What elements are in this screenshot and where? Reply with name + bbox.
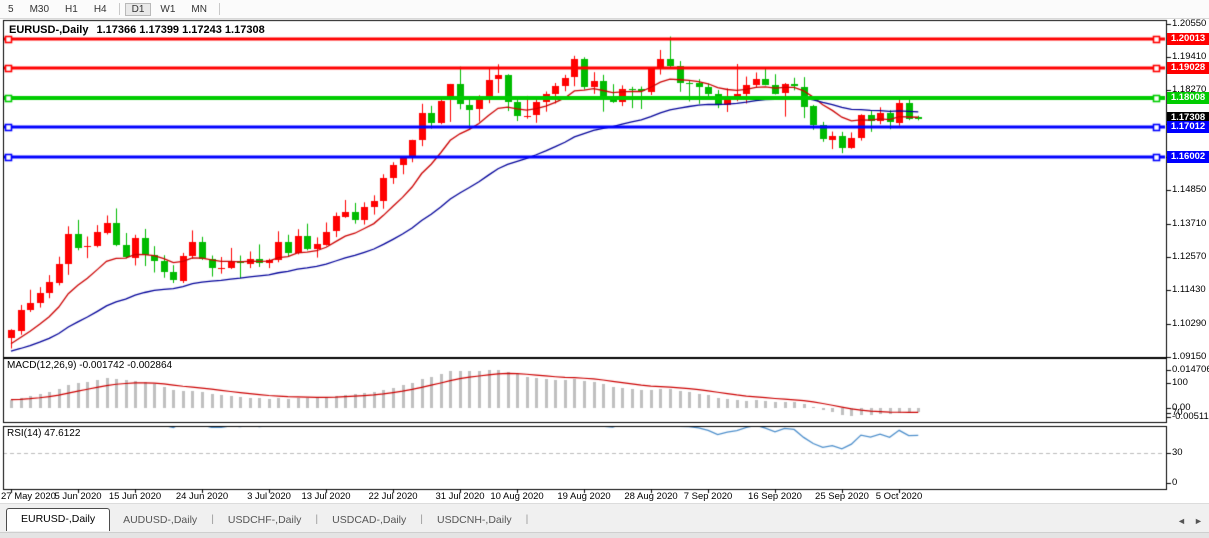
price-tick-label: 1.14850	[1172, 184, 1207, 195]
date-label: 19 Aug 2020	[557, 491, 611, 502]
timeframe-button-mn[interactable]: MN	[191, 3, 207, 15]
tab-scroll-right-icon[interactable]: ►	[1194, 516, 1203, 526]
price-tick-label: 1.18270	[1172, 84, 1207, 95]
timeframe-button-d1[interactable]: D1	[124, 2, 152, 16]
chart-tab-usdchf[interactable]: USDCHF-,Daily	[227, 514, 302, 526]
price-level-badge: 1.19028	[1167, 62, 1209, 74]
timeframe-button-w1[interactable]: W1	[160, 3, 176, 15]
tab-scroll-left-icon[interactable]: ◄	[1177, 516, 1186, 526]
date-label: 13 Jul 2020	[301, 491, 351, 502]
date-label: 16 Sep 2020	[748, 491, 802, 502]
status-strip	[0, 532, 1209, 538]
price-tick-label: 1.13710	[1172, 218, 1207, 229]
rsi-tick-label: 30	[1172, 447, 1183, 458]
tab-separator: |	[420, 513, 423, 525]
timeframe-button-h4[interactable]: H4	[93, 3, 107, 15]
price-tick-label: 1.11430	[1172, 284, 1206, 295]
macd-tick-label: 0.00	[1172, 402, 1191, 413]
date-label: 31 Jul 2020	[435, 491, 485, 502]
chart-tab-audusd[interactable]: AUDUSD-,Daily	[123, 514, 198, 526]
price-tick-label: 1.12570	[1172, 251, 1207, 262]
date-label: 27 May 2020	[1, 491, 56, 502]
price-tick-label: 1.20550	[1172, 18, 1207, 29]
rsi-tick-label: 100	[1172, 377, 1188, 388]
chart-tab-eurusd[interactable]: EURUSD-,Daily	[6, 508, 111, 531]
macd-tick-label: 0.014706	[1172, 364, 1209, 375]
date-label: 22 Jul 2020	[368, 491, 418, 502]
date-label: 10 Aug 2020	[490, 491, 544, 502]
tab-separator: |	[525, 513, 529, 525]
macd-indicator-label: MACD(12,26,9) -0.001742 -0.002864	[7, 360, 173, 371]
price-tick-label: 1.10290	[1172, 318, 1207, 329]
date-label: 28 Aug 2020	[624, 491, 678, 502]
date-label: 5 Jun 2020	[54, 491, 102, 502]
chart-tab-bar: EURUSD-,Daily AUDUSD-,Daily | USDCHF-,Daily…	[6, 507, 529, 531]
price-level-badge: 1.20013	[1167, 33, 1209, 45]
date-label: 7 Sep 2020	[683, 491, 733, 502]
rsi-tick-label: 0	[1172, 477, 1178, 488]
price-tick-label: 1.09150	[1172, 351, 1207, 362]
chart-symbol-label: EURUSD-,Daily	[9, 24, 89, 36]
macd-tick-label: -0.005113	[1172, 411, 1209, 422]
date-label: 24 Jun 2020	[175, 491, 229, 502]
tab-separator: |	[315, 513, 319, 525]
toolbar-separator	[118, 3, 120, 15]
chart-tab-usdcnh[interactable]: USDCNH-,Daily	[436, 514, 512, 526]
rsi-tick-label: 70	[1172, 407, 1183, 418]
price-level-badge: 1.17012	[1167, 121, 1209, 133]
date-label: 3 Jul 2020	[247, 491, 291, 502]
price-tick-label: 1.19410	[1172, 51, 1207, 62]
price-level-badge: 1.16002	[1167, 151, 1209, 163]
chart-tab-usdcad[interactable]: USDCAD-,Daily	[332, 514, 407, 526]
timeframe-toolbar: 5 M30 H1 H4 D1 W1 MN	[0, 0, 1209, 19]
tab-separator: |	[211, 513, 214, 525]
date-label: 15 Jun 2020	[108, 491, 162, 502]
chart-title: EURUSD-,Daily 1.17366 1.17399 1.17243 1.1…	[9, 24, 265, 36]
toolbar-separator	[218, 3, 220, 15]
timeframe-button-h1[interactable]: H1	[65, 3, 78, 15]
date-label: 5 Oct 2020	[875, 491, 923, 502]
date-label: 25 Sep 2020	[815, 491, 869, 502]
chart-ohlc-values: 1.17366 1.17399 1.17243 1.17308	[96, 24, 265, 36]
timeframe-button-m30[interactable]: M30	[29, 3, 50, 15]
price-level-badge: 1.18008	[1167, 92, 1209, 104]
timeframe-button-5[interactable]: 5	[8, 3, 14, 15]
rsi-indicator-label: RSI(14) 47.6122	[7, 428, 81, 439]
